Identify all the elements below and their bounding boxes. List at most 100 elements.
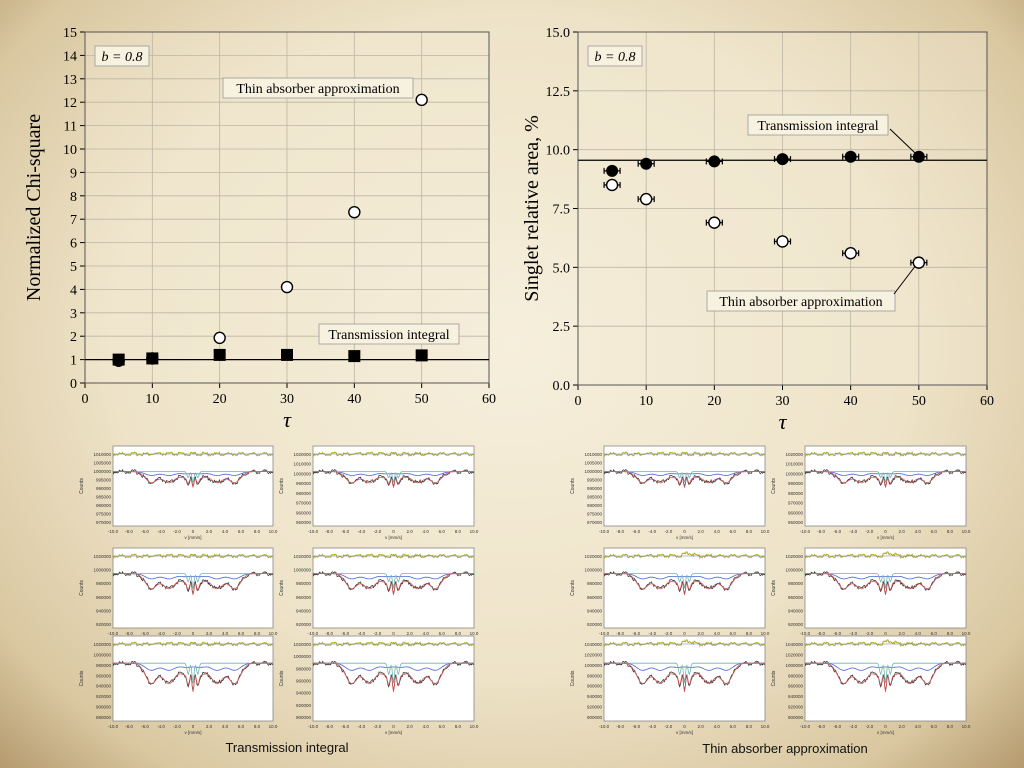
spectrum-y-tick: 920000 <box>587 705 603 710</box>
spectrum-y-tick: 1000000 <box>293 568 311 573</box>
spectrum-x-tick: 10.0 <box>269 724 278 729</box>
spectrum-y-tick: 1020000 <box>293 554 311 559</box>
spectrum-x-tick: -10.0 <box>308 631 319 636</box>
spectrum-x-tick: -2.0 <box>866 529 874 534</box>
spectrum-y-tick: 1010000 <box>293 462 311 467</box>
chi-square-chart: 0 10 20 30 40 50 600123456789101112131415τNorm… <box>23 26 496 432</box>
spectrum-y-tick: 990000 <box>96 486 112 491</box>
data-point-open-circle <box>912 256 926 269</box>
spectrum-x-tick: 8.0 <box>947 724 954 729</box>
spectrum-y-tick: 975000 <box>587 512 603 517</box>
residual-trace <box>112 451 274 458</box>
spectrum-x-tick: -10.0 <box>308 724 319 729</box>
spectrum-x-tick: 4.0 <box>222 631 229 636</box>
spectrum-x-tick: 10.0 <box>761 529 770 534</box>
spectrum-x-tick: -10.0 <box>599 529 610 534</box>
residual-trace <box>312 641 475 648</box>
spectrum-y-tick: 990000 <box>296 481 312 486</box>
spectrum-x-tick: 6.0 <box>730 529 737 534</box>
series-label-box <box>318 323 460 345</box>
spectrum-x-tick: 2.0 <box>697 529 704 534</box>
spectrum-x-tick: 4.0 <box>915 724 922 729</box>
data-point-filled-square <box>348 350 361 363</box>
subspectrum-sextet <box>113 573 273 580</box>
spectrum-x-tick: -6.0 <box>341 529 349 534</box>
y-tick-label: 5 <box>70 260 77 275</box>
spectrum-y-tick: 1020000 <box>785 554 803 559</box>
x-tick-label: 0 <box>575 394 582 409</box>
y-tick-label: 2.5 <box>553 320 571 335</box>
spectrum-x-tick: 10.0 <box>962 631 971 636</box>
spectrum-x-tick: 2.0 <box>206 529 213 534</box>
spectrum-x-tick: -8.0 <box>817 724 825 729</box>
singlet-area-chart: 0 10 20 30 40 50 60 0.0 2.5 5.0 7.5 10.0 12.5 15.0 τ Si… <box>521 26 994 434</box>
spectrum-x-tick: -2.0 <box>665 631 673 636</box>
y-tick-label: 2 <box>70 330 77 345</box>
y-tick-label: 14 <box>63 49 77 64</box>
spectrum-y-tick: 1000000 <box>93 568 111 573</box>
spectrum-x-tick: -8.0 <box>616 631 624 636</box>
spectrum-y-tick: 990000 <box>587 486 603 491</box>
fit-trace <box>313 573 474 595</box>
spectrum-x-tick: 8.0 <box>455 724 462 729</box>
data-trace <box>804 469 967 487</box>
spectrum-x-tick: -10.0 <box>599 631 610 636</box>
y-axis-label: Normalized Chi-square <box>23 114 45 301</box>
data-point-open-circle <box>776 235 789 248</box>
spectrum-x-tick: -2.0 <box>374 631 382 636</box>
spectrum-y-label: Counts <box>570 670 576 686</box>
y-tick-label: 5.0 <box>553 261 571 276</box>
spectrum-y-tick: 1020000 <box>584 652 602 657</box>
spectrum-plot: 1040000 1020000 1000000 980000 960000 940000 9… <box>570 635 770 735</box>
spectrum-x-label: v [mm/s] <box>676 535 693 540</box>
spectrum-x-tick: -8.0 <box>125 529 133 534</box>
spectrum-y-tick: 880000 <box>96 715 112 720</box>
spectrum-x-tick: -8.0 <box>325 631 333 636</box>
spectrum-x-tick: 2.0 <box>406 724 413 729</box>
y-tick-label: 15.0 <box>546 26 571 41</box>
subspectrum-singlet <box>805 471 966 483</box>
spectrum-x-tick: 6.0 <box>931 631 938 636</box>
subspectrum-singlet <box>113 471 273 483</box>
spectrum-x-tick: -4.0 <box>157 631 165 636</box>
subspectrum-sextet <box>113 471 273 476</box>
y-tick-label: 9 <box>70 166 77 181</box>
residual-trace <box>112 641 274 648</box>
series-label-box <box>706 290 896 312</box>
spectrum-y-tick: 960000 <box>96 673 112 678</box>
spectrum-plot: 1040000 1020000 1000000 980000 960000 940000 9… <box>771 635 971 735</box>
spectrum-x-tick: -2.0 <box>866 724 874 729</box>
spectrum-x-tick: -4.0 <box>157 529 165 534</box>
subspectrum-singlet <box>113 573 273 589</box>
spectrum-frame <box>804 635 967 722</box>
spectrum-x-tick: 0 <box>192 529 195 534</box>
spectrum-y-tick: 940000 <box>788 608 804 613</box>
caption-transmission-integral: Transmission integral <box>225 740 349 755</box>
spectrum-y-label: Counts <box>771 670 777 686</box>
spectrum-y-tick: 920000 <box>788 705 804 710</box>
spectrum-y-tick: 1020000 <box>584 554 602 559</box>
spectrum-y-tick: 960000 <box>587 684 603 689</box>
spectrum-x-tick: 6.0 <box>439 724 446 729</box>
subspectrum-singlet <box>604 662 765 684</box>
spectrum-y-tick: 990000 <box>788 481 804 486</box>
spectrum-x-tick: 10.0 <box>269 631 278 636</box>
spectrum-frame <box>312 635 475 722</box>
spectrum-x-tick: -6.0 <box>833 529 841 534</box>
spectrum-x-tick: -4.0 <box>648 724 656 729</box>
spectrum-y-tick: 940000 <box>587 608 603 613</box>
x-tick-label: 10 <box>145 392 159 407</box>
subspectrum-sextet <box>313 471 474 476</box>
x-tick-label: 50 <box>415 392 429 407</box>
spectrum-x-tick: 6.0 <box>238 631 245 636</box>
data-trace <box>112 469 274 487</box>
fit-trace <box>805 662 966 692</box>
spectrum-y-tick: 960000 <box>788 595 804 600</box>
spectrum-x-tick: 6.0 <box>730 631 737 636</box>
spectrum-y-tick: 980000 <box>96 503 112 508</box>
series-label: Thin absorber approximation <box>236 82 399 97</box>
spectrum-plot: 1020000 1000000 980000 960000 940000 920000 -1… <box>79 547 278 642</box>
spectrum-x-tick: 0 <box>683 724 686 729</box>
data-point-filled-circle <box>606 164 619 177</box>
spectrum-x-tick: 8.0 <box>254 724 261 729</box>
